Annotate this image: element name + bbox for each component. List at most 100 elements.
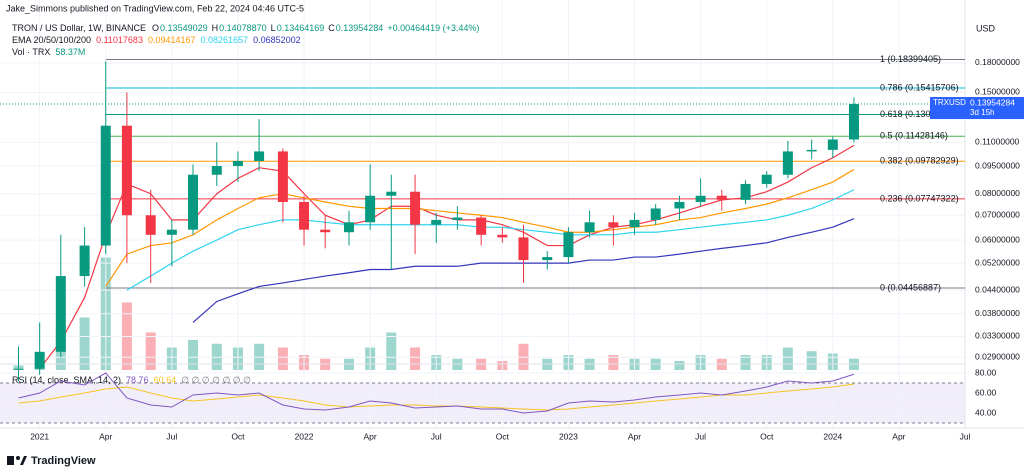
publisher: Jake_Simmons published on TradingView.co… [6,3,304,13]
candle-body [740,183,751,200]
candle-body [497,234,508,238]
y-tick-label: 0.07000000 [975,209,1020,219]
x-tick-label: Apr [364,431,377,441]
fib-label: 0.618 (0.13073363) [880,109,959,119]
y-tick-label: 0.05200000 [975,257,1020,267]
ema-value: 0.08261657 [201,35,249,45]
rsi-value: 78.76 [126,375,149,385]
price-tag-value: 0.13954284 [970,97,1015,107]
candle-body [188,174,198,230]
volume-bar [806,351,817,370]
brand-logo [7,456,27,465]
ema-line [39,144,855,370]
x-tick-label: Jul [431,431,442,441]
rsi-label: RSI (14, close, SMA, 14, 2) [12,375,121,385]
rsi-line [18,383,855,411]
x-tick-label: 2021 [30,431,49,441]
candle-body [542,257,553,261]
candle-body [145,215,156,235]
candle-body [410,191,421,225]
candle-body [827,139,838,150]
candle-body [343,222,354,233]
change: +0.00464419 (+3.44%) [387,23,479,33]
price-tag [930,97,1024,120]
candle-body [584,222,595,233]
legend-volume: Vol · TRX 58.37M [12,47,85,57]
volume-bar [674,361,685,370]
legend-ema: EMA 20/50/100/200 0.11017683 0.09414167 0.0… [12,35,301,45]
candle-body [254,151,265,162]
x-tick-label: Oct [760,431,774,441]
fib-label: 0.236 (0.07747322) [880,193,959,203]
candle-body [55,276,66,352]
ema-value: 0.11017683 [96,35,143,45]
volume-bar [740,355,751,370]
rsi-tick-label: 60.00 [975,387,997,397]
candle-body [100,125,111,246]
ohlc-label: L [271,23,276,33]
candle-body [34,351,45,369]
price-tag-countdown: 3d 15h [970,108,994,117]
x-tick-label: Apr [892,431,905,441]
x-tick-label: Apr [628,431,641,441]
candle-body [761,174,772,184]
fib-label: 0 (0.04456887) [880,282,941,292]
currency: USD [976,23,996,33]
ema-value: 0.09414167 [148,35,196,45]
candle-body [518,237,529,261]
candle-body [848,104,859,140]
fib-label: 1 (0.18399405) [880,54,941,64]
candle-body [452,217,463,220]
candle-body [563,232,574,258]
candle-body [211,166,222,175]
candle-body [13,368,24,370]
candle-body [431,219,442,225]
y-tick-label: 0.03300000 [975,331,1020,341]
ohlc-label: H [212,23,219,33]
rsi-tick-label: 40.00 [975,407,997,417]
ohlc-value: 0.13464169 [277,23,325,33]
candle-body [277,151,288,202]
volume-bar [782,347,793,370]
ema-value: 0.06852002 [253,35,301,45]
x-tick-label: Jul [695,431,706,441]
ohlc-label: O [152,23,159,33]
volume-label: Vol · TRX [12,47,50,57]
x-tick-label: 2024 [823,431,842,441]
ohlc-value: 0.13954284 [336,23,384,33]
rsi-line [18,372,855,414]
y-tick-label: 0.18000000 [975,57,1020,67]
y-tick-label: 0.06000000 [975,234,1020,244]
x-tick-label: Oct [231,431,245,441]
candle-body [674,201,685,209]
volume-bar [386,332,397,370]
candle-body [608,222,619,228]
candle-body [806,149,817,152]
x-tick-label: Jul [166,431,177,441]
ohlc-value: 0.13549029 [160,23,208,33]
candle-body [650,208,661,220]
brand: TradingView [31,455,96,467]
y-tick-label: 0.11000000 [975,137,1020,147]
candle-body [476,217,487,235]
ohlc-value: 0.14078870 [219,23,267,33]
candle-body [365,195,376,223]
ema-label: EMA 20/50/100/200 [12,35,91,45]
candle-body [299,201,310,230]
y-tick-label: 0.09500000 [975,160,1020,170]
fib-label: 0.786 (0.15415706) [880,82,959,92]
ema-line [126,189,855,291]
x-tick-label: 2023 [559,431,578,441]
volume-bar [145,332,156,370]
candle-body [166,229,177,235]
y-tick-label: 0.02900000 [975,352,1020,362]
candle-body [716,195,727,200]
candle-body [782,151,793,175]
y-tick-label: 0.04400000 [975,284,1020,294]
candle-body [232,161,243,167]
x-tick-label: 2022 [295,431,314,441]
x-tick-label: Jul [960,431,971,441]
candle-body [79,245,90,277]
